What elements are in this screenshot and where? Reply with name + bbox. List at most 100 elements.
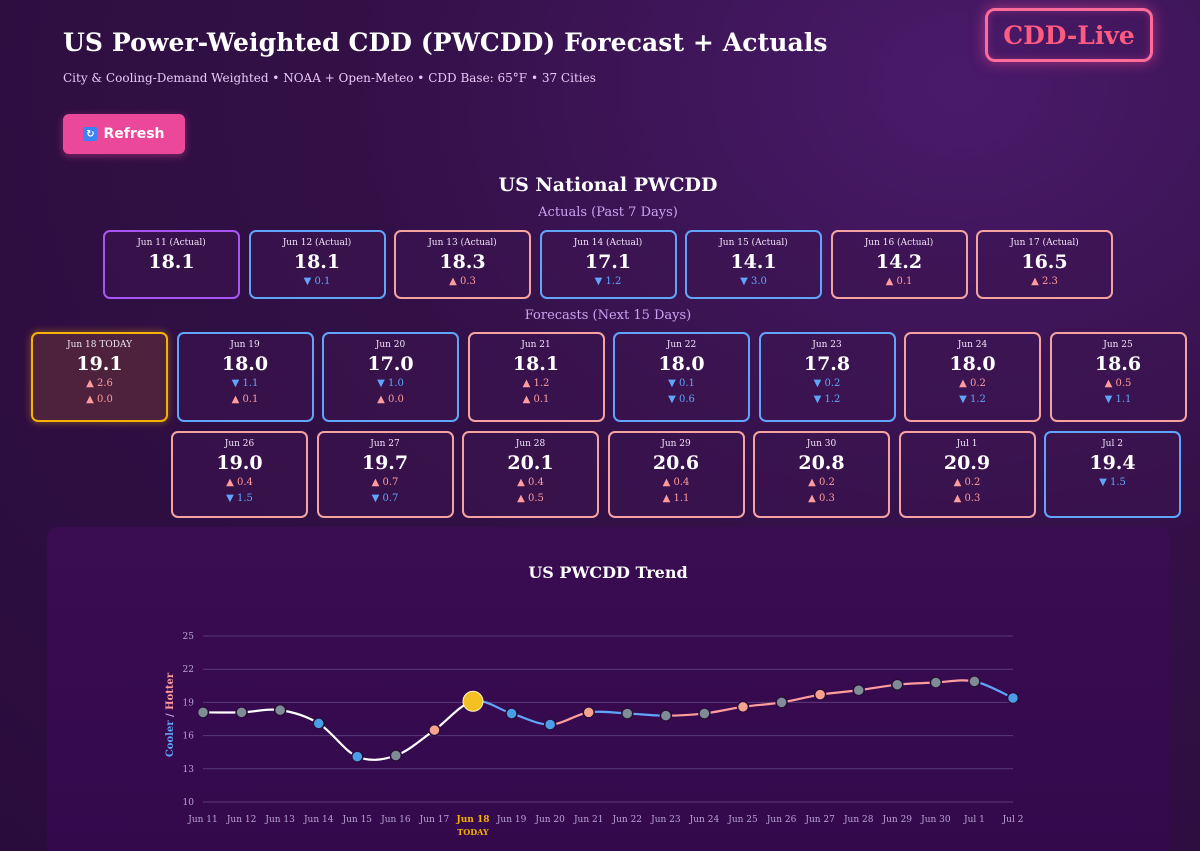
day-card: Jun 27 19.7 ▲ 0.7 ▼ 0.7 — [316, 431, 454, 518]
card-d1: ▲ 0.4 — [226, 477, 253, 488]
card-value: 18.6 — [1094, 353, 1142, 375]
day-card-today: Jun 18 TODAY 19.1 ▲ 2.6 ▲ 0.0 — [31, 332, 168, 422]
day-card: Jun 29 20.6 ▲ 0.4 ▲ 1.1 — [607, 431, 745, 518]
day-card: Jun 28 20.1 ▲ 0.4 ▲ 0.5 — [462, 431, 599, 518]
card-d2: ▼ 1.1 — [1104, 394, 1132, 405]
card-label: Jun 23 — [812, 340, 842, 350]
card-d1: ▲ 0.5 — [1104, 378, 1132, 389]
day-card: Jun 17 (Actual) 16.5 ▲ 2.3 — [976, 230, 1113, 299]
card-label: Jun 20 — [375, 340, 406, 350]
card-d1: ▼ 0.1 — [668, 378, 695, 389]
day-card: Jul 1 20.9 ▲ 0.2 ▲ 0.3 — [898, 431, 1036, 518]
day-card: Jun 12 (Actual) 18.1 ▼ 0.1 — [248, 230, 386, 299]
day-card: Jun 11 (Actual) 18.1 — [103, 230, 240, 299]
card-d1: ▲ 0.4 — [662, 477, 690, 488]
day-card: Jun 23 17.8 ▼ 0.2 ▼ 1.2 — [758, 332, 896, 422]
card-label: Jun 26 — [224, 439, 255, 449]
card-label: Jun 19 — [230, 340, 260, 350]
card-value: 18.1 — [148, 251, 195, 273]
card-d1: ▲ 0.2 — [953, 477, 981, 488]
card-d1: ▼ 1.1 — [231, 378, 259, 389]
card-d2: ▼ 0.6 — [668, 394, 695, 405]
card-d1: ▼ 1.0 — [377, 378, 404, 389]
card-d1: ▲ 0.2 — [959, 378, 986, 389]
actuals-label: Actuals (Past 7 Days) — [538, 205, 678, 220]
card-d1: ▲ 0.1 — [885, 276, 913, 287]
card-d2: ▼ 1.2 — [959, 394, 986, 405]
forecasts-label: Forecasts (Next 15 Days) — [524, 308, 692, 323]
card-value: 19.7 — [361, 452, 409, 474]
day-card: Jul 2 19.4 ▼ 1.5 — [1044, 431, 1181, 518]
card-label: Jun 27 — [370, 439, 400, 449]
day-card: Jun 25 18.6 ▲ 0.5 ▼ 1.1 — [1049, 332, 1187, 422]
card-label: Jun 14 (Actual) — [573, 238, 643, 248]
card-d1: ▲ 0.3 — [449, 276, 476, 287]
card-value: 19.1 — [76, 353, 123, 375]
card-value: 17.1 — [584, 251, 632, 273]
refresh-button-label: Refresh — [103, 126, 165, 142]
day-card: Jun 15 (Actual) 14.1 ▼ 3.0 — [685, 230, 822, 299]
card-label: Jun 11 (Actual) — [137, 238, 206, 248]
card-value: 20.8 — [798, 452, 845, 474]
card-label: Jun 25 — [1103, 340, 1133, 350]
day-card: Jun 22 18.0 ▼ 0.1 ▼ 0.6 — [613, 332, 750, 422]
card-value: 18.1 — [293, 251, 341, 273]
card-label: Jul 1 — [956, 439, 978, 449]
card-value: 19.0 — [216, 452, 263, 474]
day-card: Jun 16 (Actual) 14.2 ▲ 0.1 — [830, 230, 968, 299]
card-label: Jun 16 (Actual) — [864, 238, 934, 248]
logo: CDD-Live — [985, 8, 1153, 62]
card-d2: ▲ 1.1 — [662, 493, 690, 504]
day-card: Jun 30 20.8 ▲ 0.2 ▲ 0.3 — [753, 431, 890, 518]
card-label: Jun 17 (Actual) — [1010, 238, 1079, 248]
card-d2: ▲ 0.5 — [517, 493, 544, 504]
card-d2: ▲ 0.3 — [953, 493, 981, 504]
card-d2: ▼ 1.2 — [813, 394, 841, 405]
card-d1: ▼ 3.0 — [740, 276, 767, 287]
card-label: Jun 12 (Actual) — [282, 238, 352, 248]
card-label: Jun 29 — [661, 439, 691, 449]
card-label: Jul 2 — [1102, 439, 1123, 449]
day-card: Jun 14 (Actual) 17.1 ▼ 1.2 — [539, 230, 677, 299]
card-value: 18.0 — [221, 353, 269, 375]
card-value: 20.1 — [507, 452, 554, 474]
card-value: 14.1 — [730, 251, 777, 273]
card-d2: ▲ 0.1 — [522, 394, 550, 405]
card-d2: ▲ 0.1 — [231, 394, 259, 405]
card-value: 18.3 — [439, 251, 486, 273]
card-d1: ▲ 0.2 — [808, 477, 835, 488]
card-d1: ▼ 0.1 — [303, 276, 331, 287]
card-d2: ▲ 0.0 — [377, 394, 404, 405]
card-label: Jun 22 — [666, 340, 697, 350]
card-d1: ▼ 1.5 — [1099, 477, 1126, 488]
card-d2: ▲ 0.0 — [86, 394, 113, 405]
card-value: 14.2 — [875, 251, 923, 273]
card-label: Jun 13 (Actual) — [428, 238, 497, 248]
card-value: 18.0 — [949, 353, 996, 375]
card-value: 18.0 — [658, 353, 705, 375]
refresh-icon: ↻ — [83, 127, 98, 141]
day-card: Jun 24 18.0 ▲ 0.2 ▼ 1.2 — [904, 332, 1041, 422]
card-d2: ▲ 0.3 — [808, 493, 835, 504]
card-value: 20.6 — [652, 452, 700, 474]
day-card: Jun 19 18.0 ▼ 1.1 ▲ 0.1 — [176, 332, 314, 422]
card-label: Jun 24 — [957, 340, 988, 350]
card-d2: ▼ 1.5 — [226, 493, 253, 504]
card-label: Jun 21 — [521, 340, 551, 350]
card-value: 18.1 — [512, 353, 560, 375]
card-d1: ▲ 0.7 — [371, 477, 399, 488]
card-d1: ▼ 1.2 — [594, 276, 622, 287]
card-label: Jun 28 — [515, 439, 546, 449]
chart-title: US PWCDD Trend — [528, 563, 688, 582]
card-d1: ▲ 2.6 — [86, 378, 113, 389]
day-card: Jun 26 19.0 ▲ 0.4 ▼ 1.5 — [171, 431, 308, 518]
card-d1: ▼ 0.2 — [813, 378, 841, 389]
refresh-button[interactable]: ↻ Refresh — [63, 114, 185, 154]
day-card: Jun 20 17.0 ▼ 1.0 ▲ 0.0 — [322, 332, 459, 422]
card-d1: ▲ 1.2 — [522, 378, 550, 389]
card-label: Jun 18 TODAY — [66, 340, 133, 350]
card-d2: ▼ 0.7 — [371, 493, 399, 504]
day-card: Jun 21 18.1 ▲ 1.2 ▲ 0.1 — [467, 332, 605, 422]
card-label: Jun 15 (Actual) — [719, 238, 788, 248]
card-value: 17.0 — [367, 353, 414, 375]
